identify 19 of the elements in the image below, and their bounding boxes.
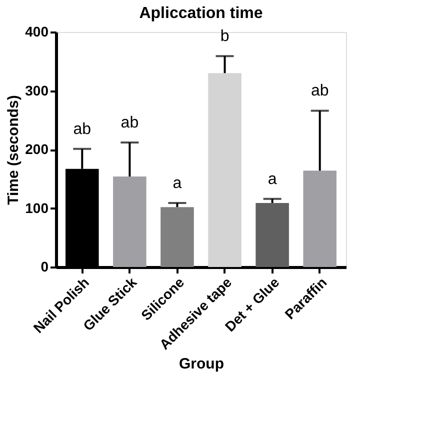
bar xyxy=(208,73,242,267)
y-tick-label: 400 xyxy=(25,24,49,40)
y-tick-label: 300 xyxy=(25,82,49,98)
annotation: ab xyxy=(120,114,139,132)
annotation: a xyxy=(172,174,182,192)
y-tick-label: 200 xyxy=(25,141,49,157)
bar xyxy=(160,207,194,267)
y-tick-label: 100 xyxy=(25,200,49,216)
annotation: ab xyxy=(73,120,92,138)
chart-title: Apliccation time xyxy=(139,5,263,22)
y-axis-title: Time (seconds) xyxy=(5,95,22,205)
bar xyxy=(113,176,146,267)
x-axis-title: Group xyxy=(179,356,224,373)
annotation: b xyxy=(220,28,230,46)
bar xyxy=(303,170,336,267)
annotation: a xyxy=(268,170,277,188)
y-tick-label: 0 xyxy=(40,258,49,274)
annotation: ab xyxy=(310,82,329,100)
bar xyxy=(256,202,289,267)
